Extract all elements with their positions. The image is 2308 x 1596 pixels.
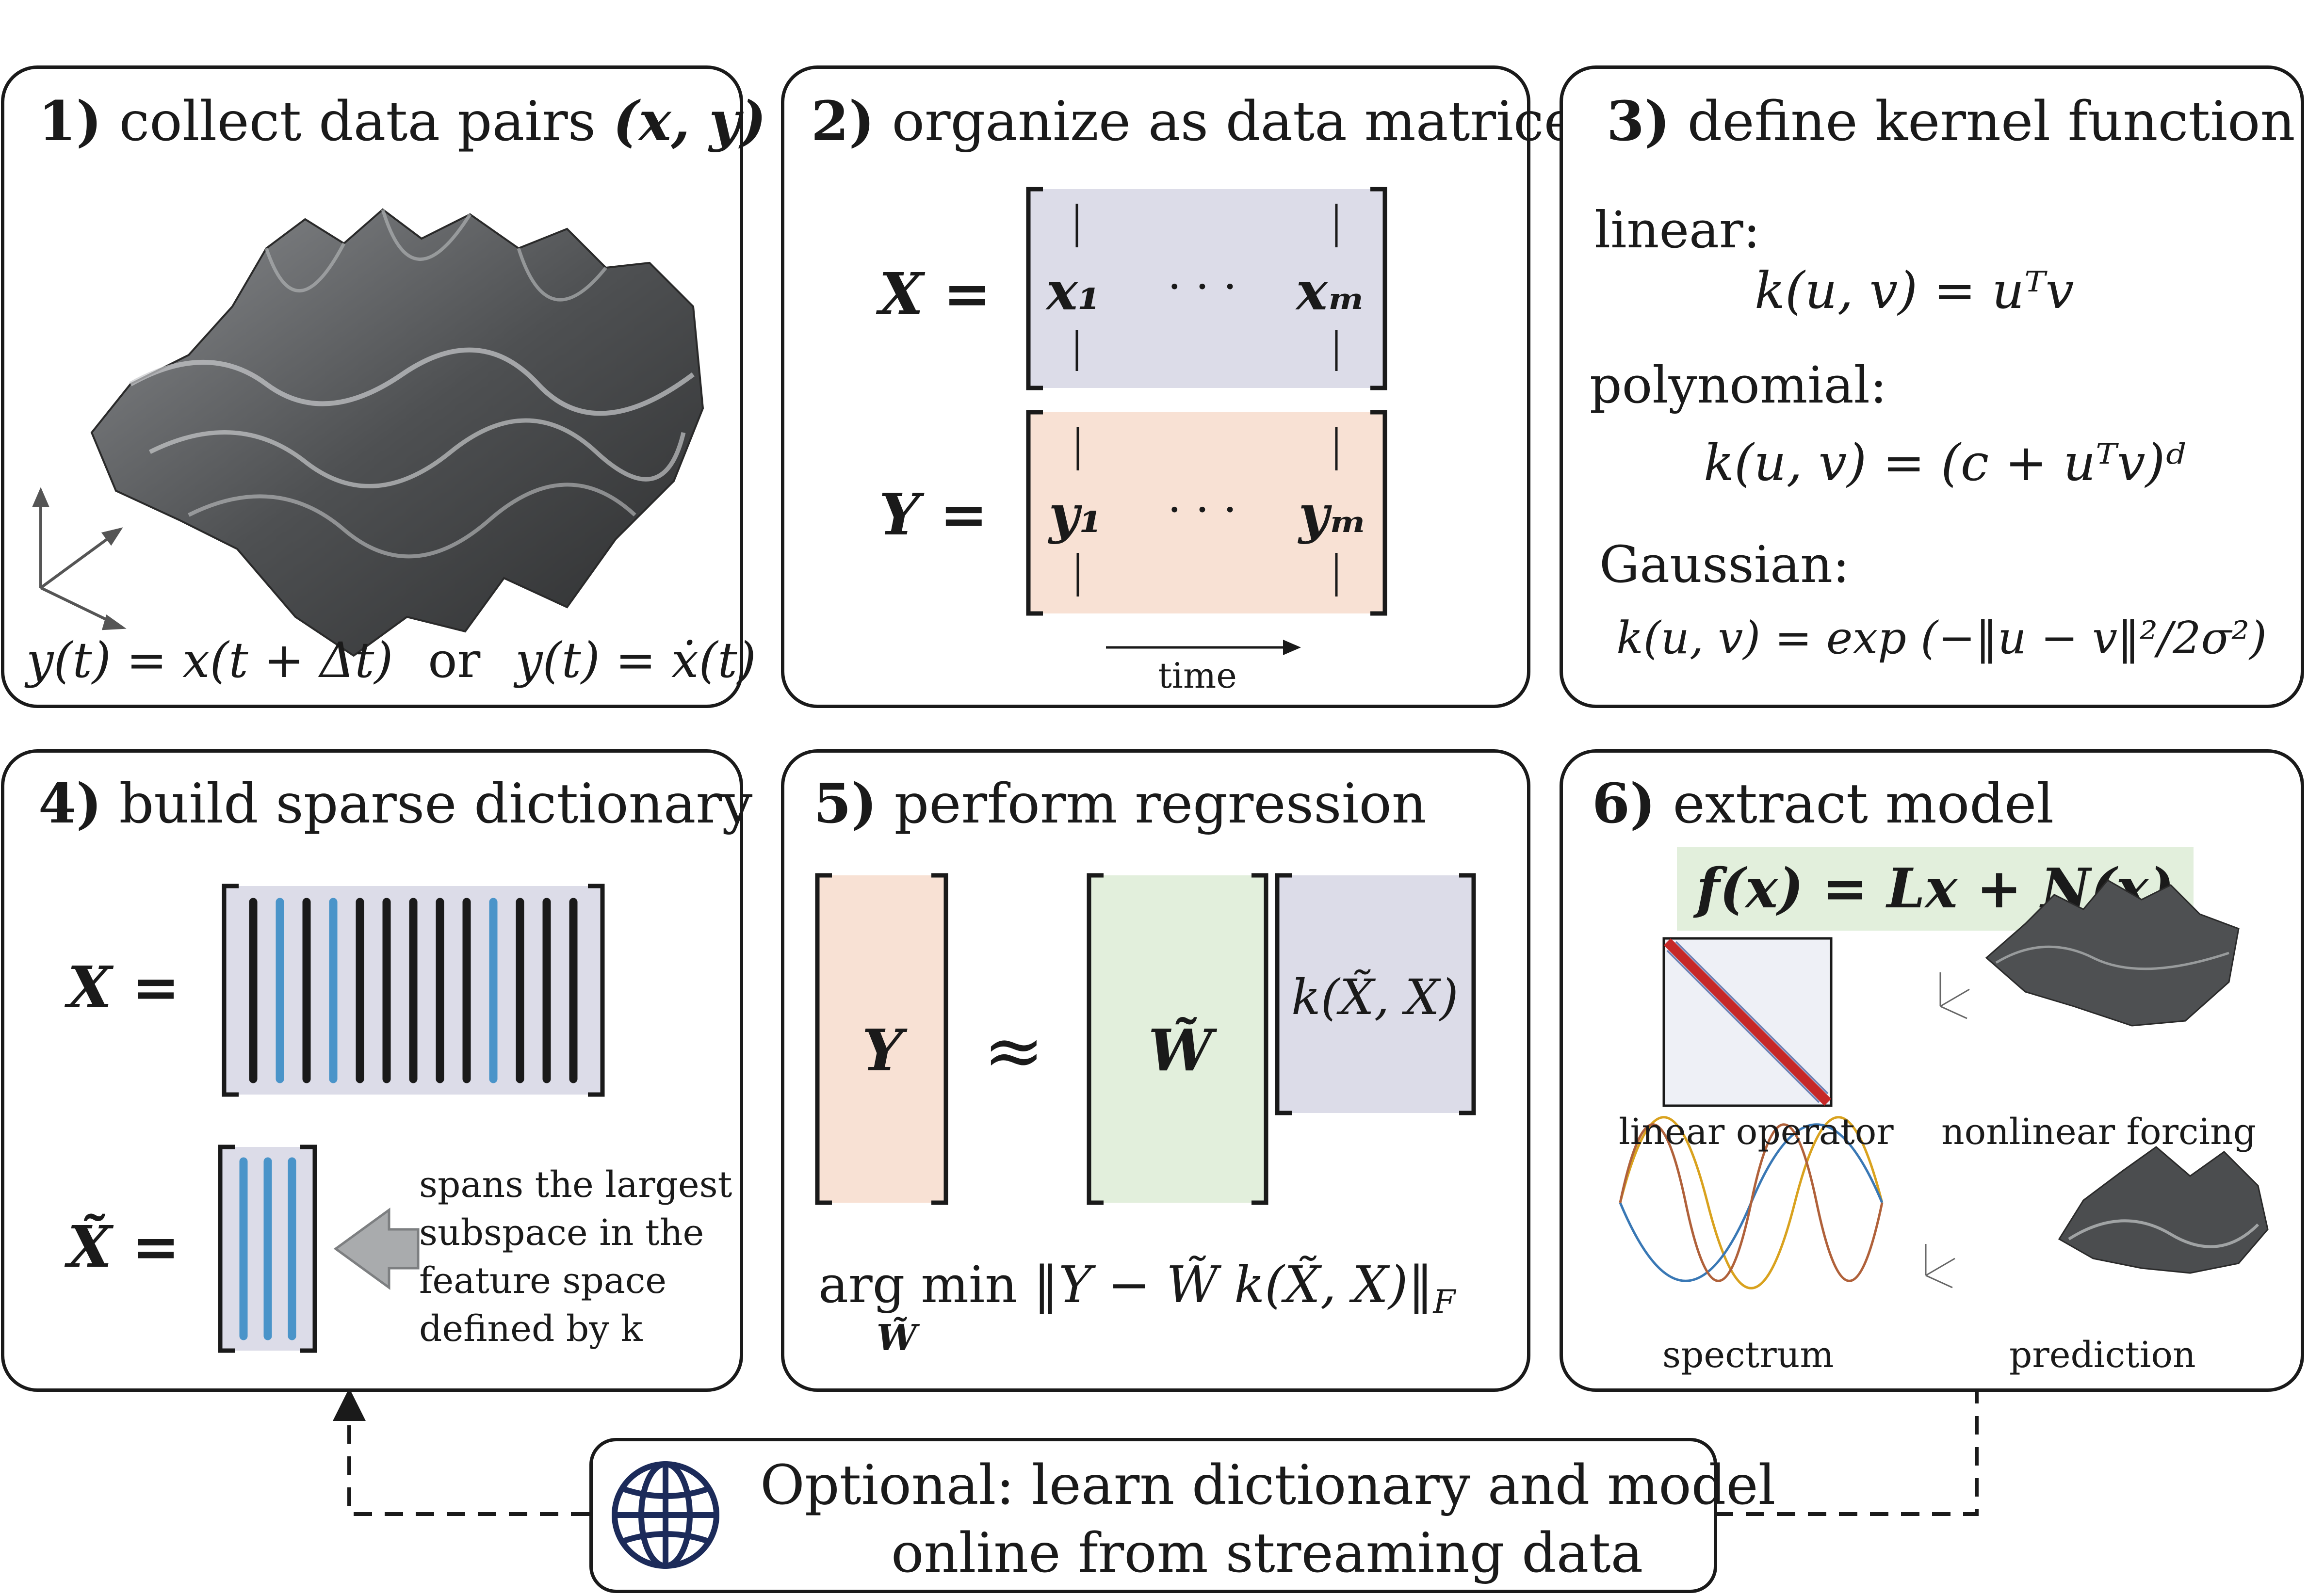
panel-3-title-text: define kernel function	[1687, 90, 2295, 153]
argmin-label: arg min	[818, 1255, 1018, 1314]
left-arrow-icon	[333, 1208, 420, 1290]
polynomial-kernel-equation: k(u, v) = (c + uᵀv)ᵈ	[1704, 433, 2185, 492]
linear-kernel-equation: k(u, v) = uᵀv	[1755, 261, 2074, 320]
thumb-label-prediction: prediction	[2009, 1334, 2196, 1376]
panel-kernel-function: 3) define kernel function linear: k(u, v…	[1560, 65, 2304, 708]
forcing-axes-icon	[1939, 972, 1970, 1019]
arrow-head-up	[333, 1388, 366, 1421]
panel-6-title-text: extract model	[1673, 773, 2054, 836]
panel-1-relation: y(t) = x(t + Δt) or y(t) = ẋ(t)	[26, 636, 756, 685]
data-matrices-graphic	[1026, 187, 1387, 655]
dictionary-columns	[249, 898, 578, 1083]
panel-1-number: 1)	[38, 90, 102, 153]
thumb-label-linear-operator: linear operator	[1619, 1111, 1894, 1153]
polynomial-kernel-label: polynomial:	[1590, 355, 1887, 415]
regression-kernel-matrix: k(X̃, X)	[1291, 969, 1459, 1026]
thumb-label-spectrum: spectrum	[1662, 1334, 1834, 1376]
sparse-note-line-1: spans the largest	[419, 1164, 732, 1206]
prediction-surface	[2058, 1146, 2269, 1274]
X-matrix-lhs: X =	[879, 260, 991, 327]
norm-expression: ‖Y − W̃ k(X̃, X)‖	[1033, 1255, 1433, 1314]
time-label: time	[1158, 655, 1237, 696]
optional-text-line-2: online from streaming data	[891, 1522, 1643, 1585]
panel-1-title: 1) collect data pairs (x, y)	[38, 95, 766, 149]
sparse-note-line-4: defined by k	[419, 1308, 643, 1350]
panel-4-title-text: build sparse dictionary	[119, 773, 753, 836]
x-last-column: xₘ	[1296, 261, 1366, 322]
regression-W: W̃	[1148, 1016, 1213, 1084]
panel-4-number: 4)	[38, 772, 102, 836]
y-last-column: yₘ	[1299, 484, 1367, 545]
relation-shift: y(t) = x(t + Δt)	[26, 632, 393, 689]
panel-1-pair: (x, y)	[613, 90, 766, 153]
linear-kernel-label: linear:	[1594, 200, 1760, 259]
panel-2-title: 2) organize as data matrices	[811, 95, 1604, 149]
regression-Y: Y	[862, 1016, 903, 1084]
gaussian-kernel-equation: k(u, v) = exp (−‖u − v‖²/2σ²)	[1616, 612, 2267, 664]
sparse-note-line-3: feature space	[419, 1260, 667, 1302]
sparse-dictionary-graphic	[218, 884, 605, 1353]
Y-matrix-lhs: Y =	[879, 481, 988, 548]
model-thumbnails	[1619, 879, 2269, 1290]
x-first-column: x₁	[1046, 261, 1101, 322]
norm-subscript: F	[1433, 1283, 1456, 1321]
relation-derivative: y(t) = ẋ(t)	[515, 632, 756, 689]
spectrum-plot	[1619, 1116, 1884, 1290]
gaussian-kernel-label: Gaussian:	[1599, 535, 1850, 594]
data-surface-plot	[32, 208, 704, 657]
panel-6-number: 6)	[1592, 772, 1656, 836]
sparse-note-line-2: subspace in the	[419, 1212, 704, 1254]
approx-symbol: ≈	[983, 1009, 1044, 1093]
panel-data-matrices: 2) organize as data matrices X = Y =	[781, 65, 1604, 708]
panel-4-title: 4) build sparse dictionary	[38, 777, 752, 832]
x-dots: · · ·	[1168, 261, 1237, 312]
optional-online-learning-box: Optional: learn dictionary and model onl…	[589, 1438, 1775, 1593]
axes-triad-icon	[32, 487, 127, 630]
panel-1-title-text: collect data pairs	[119, 90, 596, 153]
panel-2-title-text: organize as data matrices	[892, 90, 1604, 153]
panel-5-title: 5) perform regression	[813, 777, 1427, 832]
prediction-axes-icon	[1925, 1244, 1955, 1289]
panel-2-number: 2)	[811, 90, 875, 153]
nonlinear-forcing-surface	[1985, 879, 2240, 1027]
panel-extract-model: 6) extract model f(x) = Lx + N(x)	[1560, 749, 2304, 1392]
dictionary-X-lhs: X =	[67, 953, 180, 1021]
panel-5-title-text: perform regression	[894, 773, 1427, 836]
optional-text-line-1: Optional: learn dictionary and model	[760, 1454, 1776, 1517]
regression-graphic	[815, 873, 1476, 1205]
panel-5-number: 5)	[813, 772, 877, 836]
thumb-label-nonlinear-forcing: nonlinear forcing	[1941, 1111, 2257, 1153]
panel-collect-data: 1) collect data pairs (x, y)	[1, 65, 766, 708]
sparse-columns	[239, 1157, 296, 1340]
panel-6-title: 6) extract model	[1592, 777, 2054, 832]
panel-sparse-dictionary: 4) build sparse dictionary X = X̃ =	[1, 749, 752, 1392]
argmin-expression: arg min ‖Y − W̃ k(X̃, X)‖F	[818, 1259, 1455, 1318]
panel-3-number: 3)	[1607, 90, 1670, 153]
panel-regression: 5) perform regression Y ≈ W̃ k(X̃, X) ar…	[781, 749, 1530, 1392]
sparse-note: spans the largest subspace in the featur…	[419, 1161, 732, 1353]
y-dots: · · ·	[1168, 484, 1237, 535]
panel-3-title: 3) define kernel function	[1607, 95, 2295, 149]
globe-icon	[612, 1461, 719, 1569]
y-first-column: y₁	[1049, 484, 1103, 545]
argmin-subscript: W̃	[877, 1317, 917, 1359]
relation-or: or	[428, 632, 481, 689]
dictionary-Xtilde-lhs: X̃ =	[67, 1213, 180, 1280]
